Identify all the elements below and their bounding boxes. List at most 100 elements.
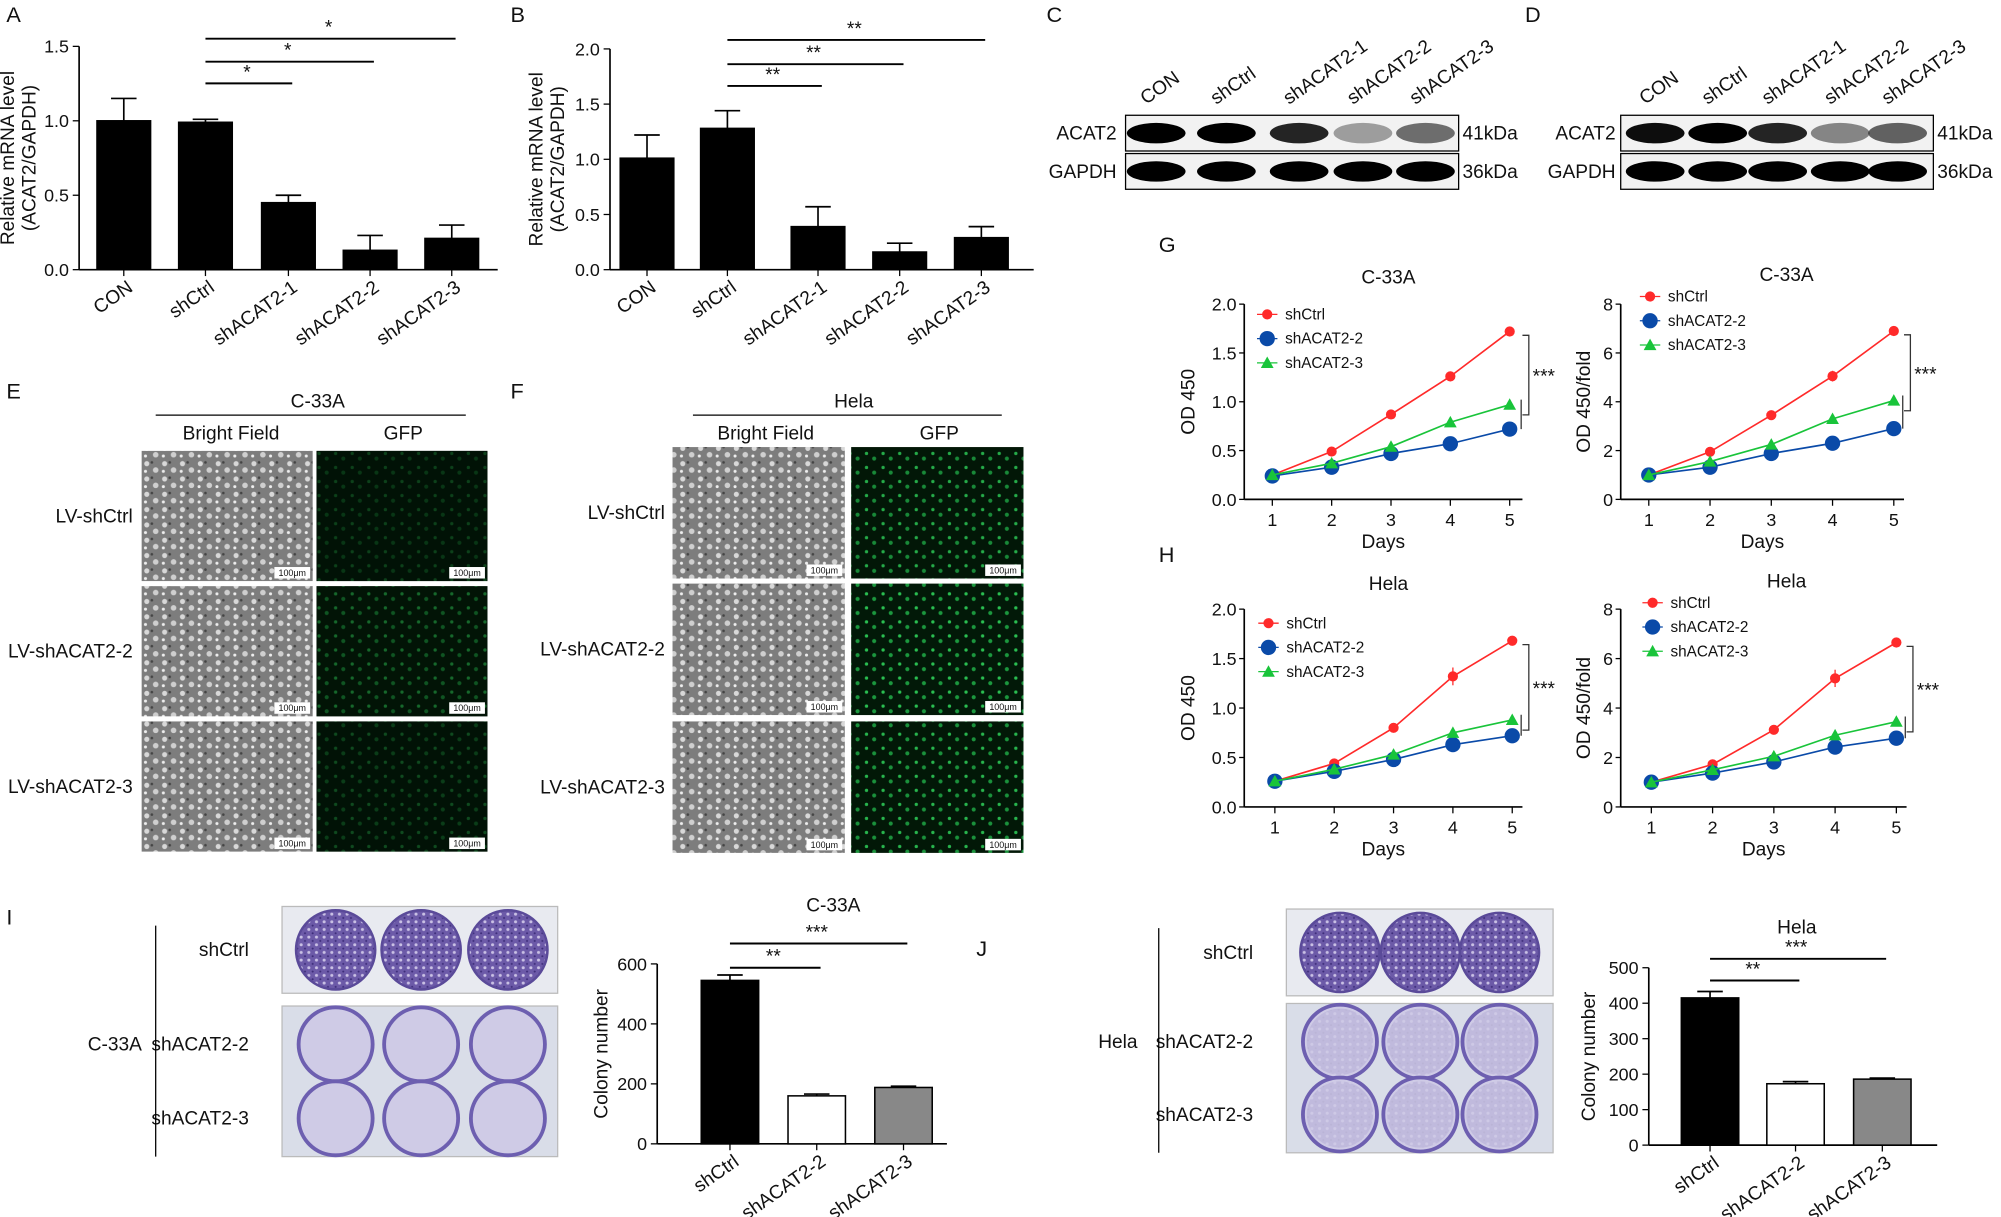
data-point	[1504, 326, 1515, 337]
gfp-shade	[851, 721, 1024, 853]
line-chart-4: 0.0 0.5 1.0 1.5 2.0 1 2 3 4 5 Days OD 450 Hela shCtrl…	[1178, 574, 1555, 860]
x-tick-label: 5	[1891, 818, 1901, 838]
x-tick-label: 4	[1448, 818, 1458, 838]
y-tick-label: 1.0	[1212, 392, 1237, 412]
column-header: GFP	[384, 423, 423, 444]
panel-label-g: G	[1159, 232, 1176, 257]
y-tick-label: 200	[1609, 1065, 1639, 1085]
y-tick-label: 6	[1603, 649, 1613, 669]
band	[1197, 161, 1256, 182]
x-tick-label: shCtrl	[690, 1151, 743, 1197]
data-point	[1503, 398, 1517, 410]
x-tick-label: shACAT2-1	[739, 277, 831, 350]
y-tick-label: 0	[1603, 490, 1613, 510]
y-tick-label: 1.0	[1212, 698, 1237, 718]
scale-bar-label: 100μm	[453, 568, 480, 578]
data-point	[1704, 446, 1716, 457]
y-tick-label: 0.0	[1212, 490, 1237, 510]
kda-marker: 36kDa	[1937, 162, 1993, 183]
microscopy-panel-1: Hela Bright Field GFP LV-shCtrl 100μm 100μm LV…	[540, 392, 1024, 853]
panel-label-e: E	[6, 379, 20, 404]
gfp-shade	[316, 721, 488, 852]
scale-bar-label: 100μm	[989, 840, 1016, 850]
bar-shACAT2-3	[1852, 1078, 1912, 1146]
scale-bar-label: 100μm	[279, 703, 306, 713]
kda-marker: 41kDa	[1462, 124, 1518, 145]
legend-marker	[1646, 644, 1659, 657]
y-tick-label: 0.0	[1212, 797, 1237, 817]
significance-label: ***	[1785, 938, 1808, 959]
row-label: shACAT2-2	[151, 1035, 248, 1056]
panel-label-b: B	[510, 2, 524, 27]
band	[1748, 161, 1808, 182]
row-label: LV-shACAT2-3	[8, 777, 133, 798]
bar-shCtrl	[700, 979, 760, 1145]
data-point	[1387, 748, 1400, 760]
bright-field-image	[672, 721, 845, 853]
bright-field-image	[141, 450, 313, 582]
panel-label-j: J	[976, 936, 987, 961]
line-chart-3: 0 2 4 6 8 1 2 3 4 5 Days OD 450/fold C-33A shCtrl shAC…	[1574, 265, 1937, 553]
well-shctrl	[467, 909, 549, 991]
scale-bar-box	[806, 701, 843, 713]
gfp-shade	[851, 583, 1024, 716]
data-point	[1507, 635, 1518, 646]
y-axis-label: OD 450	[1178, 675, 1199, 741]
data-point	[1442, 436, 1458, 452]
data-point	[1766, 410, 1777, 421]
well-shctrl	[1379, 911, 1462, 994]
y-tick-label: 1.0	[44, 111, 69, 131]
legend-label: shACAT2-3	[1668, 337, 1746, 354]
protein-label: GAPDH	[1548, 162, 1616, 183]
data-point	[1828, 728, 1842, 741]
microscopy-panel-0: C-33A Bright Field GFP LV-shCtrl 100μm 100μm L…	[8, 392, 488, 852]
x-tick-label: shACAT2-2	[738, 1151, 830, 1217]
y-axis-label: Relative mRNA level	[526, 72, 547, 246]
x-tick-label: CON	[613, 277, 660, 319]
data-point	[1327, 762, 1341, 775]
legend-label: shACAT2-2	[1670, 619, 1748, 636]
data-point	[1763, 445, 1779, 462]
gfp-image	[851, 721, 1024, 853]
x-tick-label: shACAT2-3	[903, 277, 995, 350]
panel-label-h: H	[1159, 542, 1175, 567]
bar-shCtrl	[177, 121, 234, 271]
x-tick-label: 4	[1445, 510, 1455, 530]
data-point	[1886, 420, 1902, 437]
significance-label: *	[325, 18, 333, 39]
significance-label: *	[243, 62, 251, 83]
y-tick-label: 2.0	[1212, 295, 1237, 315]
row-label: shACAT2-3	[151, 1109, 248, 1130]
panel-label-f: F	[510, 379, 523, 404]
protein-label: GAPDH	[1049, 162, 1117, 183]
x-tick-label: 5	[1507, 818, 1517, 838]
scale-bar-label: 100μm	[453, 703, 480, 713]
scale-bar-box	[274, 567, 311, 579]
bar-CON	[619, 157, 675, 271]
colony-plate-0: shCtrl shACAT2-2 shACAT2-3 C-33A	[88, 905, 559, 1158]
y-tick-label: 300	[1609, 1029, 1639, 1049]
legend-label: shCtrl	[1670, 595, 1710, 612]
cell-line-title: C-33A	[291, 392, 345, 413]
y-tick-label: 400	[617, 1014, 647, 1034]
bar-shACAT2-2	[342, 249, 398, 271]
band	[1810, 161, 1870, 182]
line-chart-5: 0 2 4 6 8 1 2 3 4 5 Days OD 450/fold Hela shCtrl shACA…	[1574, 571, 1940, 860]
data-point	[1388, 722, 1399, 733]
well-knockdown	[468, 1005, 547, 1084]
gfp-image	[851, 583, 1024, 716]
bar-chart-0: 0.0 0.5 1.0 1.5 Relative mRNA level (ACAT2/GA…	[0, 18, 498, 350]
row-label: LV-shACAT2-2	[540, 640, 665, 661]
y-tick-label: 1.5	[44, 37, 69, 57]
bar-shACAT2-3	[874, 1086, 933, 1145]
x-tick-label: 3	[1389, 818, 1399, 838]
gfp-shade	[851, 447, 1024, 579]
bar-shACAT2-2	[1766, 1082, 1826, 1146]
y-tick-label: 4	[1603, 392, 1613, 412]
y-tick-label: 0	[1603, 797, 1613, 817]
x-axis-label: Days	[1741, 532, 1785, 553]
band	[1868, 161, 1927, 182]
y-axis-label: Colony number	[1579, 991, 1600, 1121]
bar-shACAT2-2	[787, 1095, 847, 1145]
data-point	[1889, 715, 1903, 727]
